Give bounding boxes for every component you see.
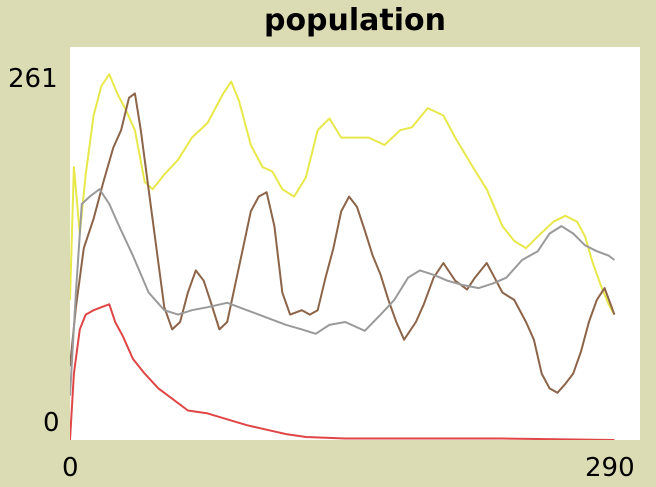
series-line-1 (70, 73, 616, 316)
plot-svg (70, 73, 616, 440)
y-tick-max: 261 (8, 64, 58, 94)
series-line-4 (70, 303, 615, 440)
series-line-2 (70, 92, 616, 394)
chart-title: population (263, 3, 447, 38)
x-tick-max: 290 (585, 453, 635, 483)
series-line-3 (70, 188, 616, 396)
y-tick-min: 0 (43, 408, 60, 438)
x-tick-min: 0 (62, 453, 79, 483)
plot-area (70, 47, 640, 440)
